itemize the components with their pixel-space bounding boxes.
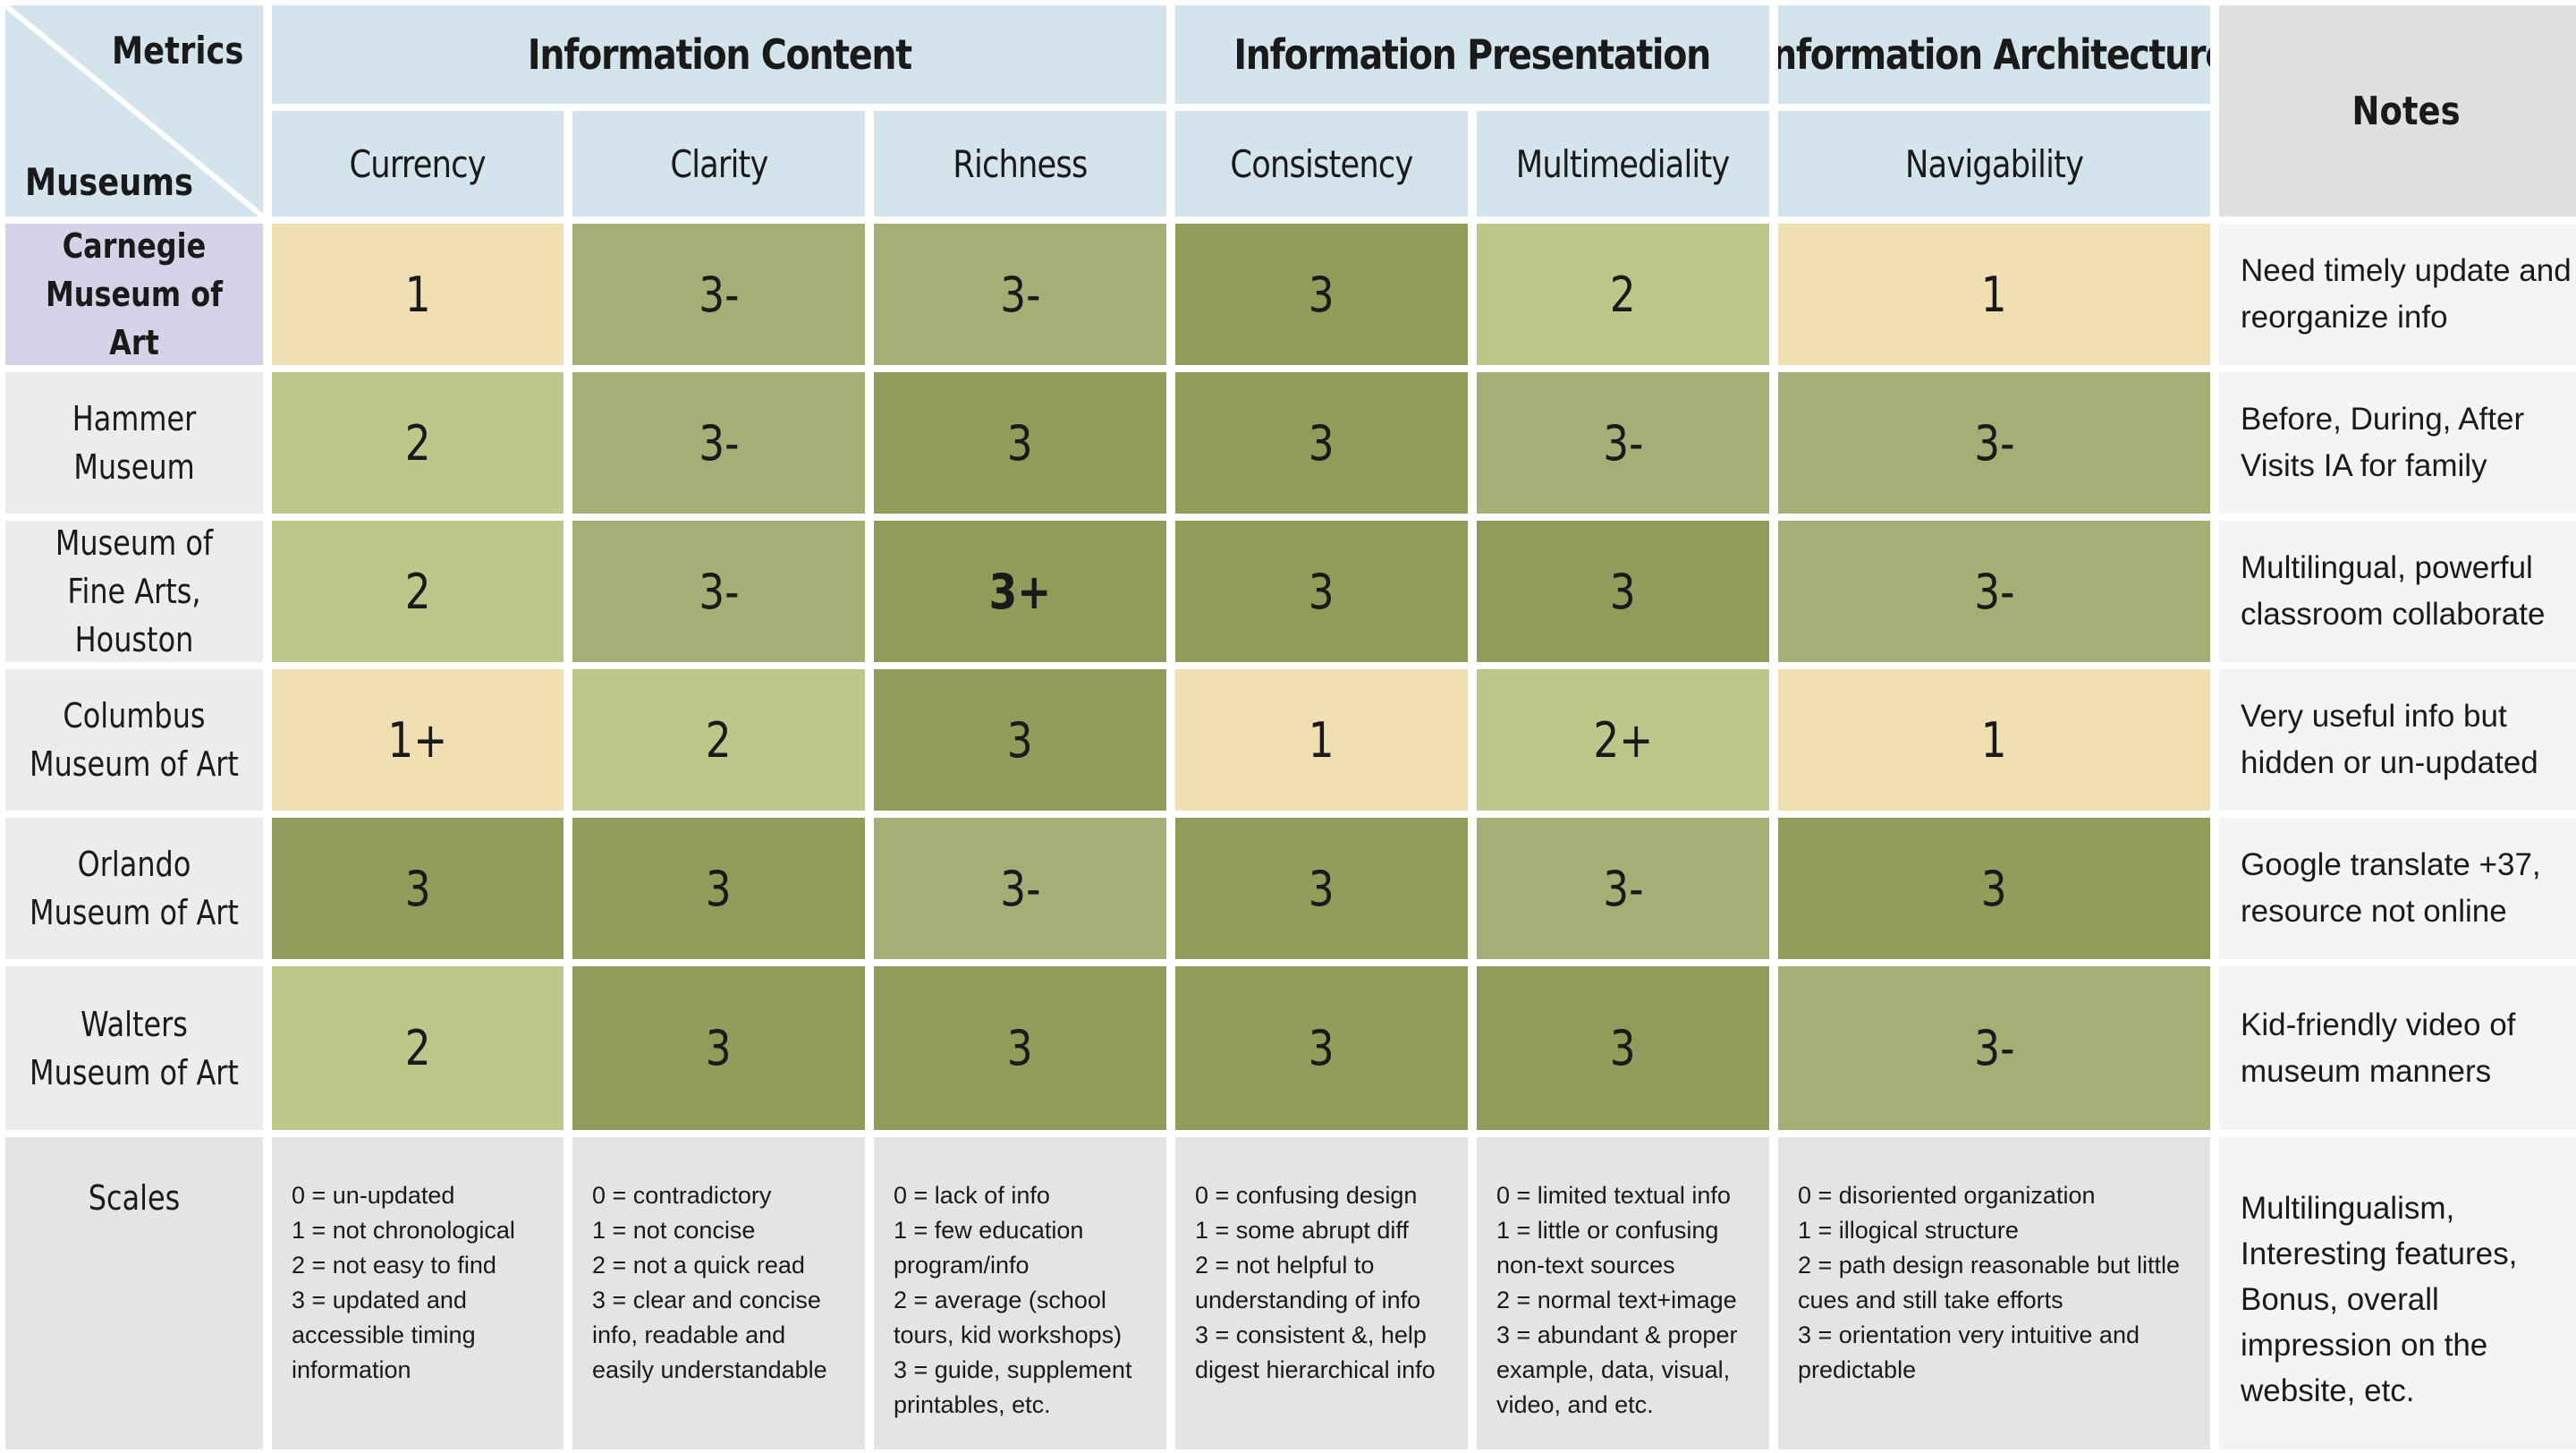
score-cell: 1 — [1778, 669, 2210, 811]
metric-richness: Richness — [874, 111, 1166, 217]
metrics-label: Metrics — [111, 29, 243, 72]
row-note: Need timely update and reorganize info — [2219, 224, 2576, 365]
metric-currency: Currency — [272, 111, 564, 217]
score-cell: 3- — [572, 372, 865, 514]
score-cell: 3- — [874, 224, 1166, 365]
notes-header: Notes — [2219, 5, 2576, 217]
score-cell: 3 — [572, 818, 865, 959]
score-cell: 2 — [1477, 224, 1769, 365]
score-cell: 3 — [1175, 521, 1468, 662]
metric-consistency: Consistency — [1175, 111, 1468, 217]
corner-header: Metrics Museums — [5, 5, 263, 217]
score-cell: 3+ — [874, 521, 1166, 662]
score-cell: 3 — [874, 669, 1166, 811]
score-cell: 3 — [1175, 966, 1468, 1130]
row-note: Very useful info but hidden or un-update… — [2219, 669, 2576, 811]
score-cell: 2 — [272, 372, 564, 514]
museum-name: Carnegie Museum of Art — [5, 224, 263, 365]
score-cell: 3 — [874, 372, 1166, 514]
metric-navigability: Navigability — [1778, 111, 2210, 217]
scale-richness: 0 = lack of info 1 = few education progr… — [874, 1137, 1166, 1449]
row-note: Google translate +37, resource not onlin… — [2219, 818, 2576, 959]
score-cell: 3- — [1778, 521, 2210, 662]
score-cell: 3- — [572, 224, 865, 365]
score-cell: 3 — [874, 966, 1166, 1130]
score-cell: 3 — [1175, 372, 1468, 514]
row-note: Multilingual, powerful classroom collabo… — [2219, 521, 2576, 662]
scale-clarity: 0 = contradictory 1 = not concise 2 = no… — [572, 1137, 865, 1449]
score-cell: 3- — [1778, 372, 2210, 514]
museum-name: Columbus Museum of Art — [5, 669, 263, 811]
museums-label: Museums — [25, 160, 194, 204]
score-cell: 3- — [1477, 372, 1769, 514]
scale-currency: 0 = un-updated 1 = not chronological 2 =… — [272, 1137, 564, 1449]
score-cell: 3- — [874, 818, 1166, 959]
score-cell: 3 — [1477, 966, 1769, 1130]
score-cell: 2 — [272, 521, 564, 662]
metric-multimediality: Multimediality — [1477, 111, 1769, 217]
scale-consistency: 0 = confusing design 1 = some abrupt dif… — [1175, 1137, 1468, 1449]
score-cell: 3 — [1477, 521, 1769, 662]
museum-name: Walters Museum of Art — [5, 966, 263, 1130]
category-information-architecture: Information Architecture — [1778, 5, 2210, 104]
score-cell: 2 — [272, 966, 564, 1130]
score-cell: 1 — [1778, 224, 2210, 365]
museum-name: Museum of Fine Arts, Houston — [5, 521, 263, 662]
score-cell: 3- — [1477, 818, 1769, 959]
row-note: Before, During, After Visits IA for fami… — [2219, 372, 2576, 514]
score-cell: 3- — [1778, 966, 2210, 1130]
score-cell: 3 — [272, 818, 564, 959]
score-cell: 1 — [272, 224, 564, 365]
scale-multimediality: 0 = limited textual info 1 = little or c… — [1477, 1137, 1769, 1449]
scale-navigability: 0 = disoriented organization 1 = illogic… — [1778, 1137, 2210, 1449]
corner-diagonal-line — [5, 5, 263, 217]
museum-name: Orlando Museum of Art — [5, 818, 263, 959]
score-cell: 3 — [1175, 224, 1468, 365]
score-cell: 1+ — [272, 669, 564, 811]
scales-label: Scales — [5, 1137, 263, 1449]
score-cell: 3 — [1778, 818, 2210, 959]
category-information-presentation: Information Presentation — [1175, 5, 1769, 104]
score-cell: 3- — [572, 521, 865, 662]
score-cell: 1 — [1175, 669, 1468, 811]
museum-name: Hammer Museum — [5, 372, 263, 514]
score-cell: 2+ — [1477, 669, 1769, 811]
scales-note: Multilingualism, Interesting features, B… — [2219, 1137, 2576, 1449]
category-information-content: Information Content — [272, 5, 1166, 104]
score-cell: 2 — [572, 669, 865, 811]
score-cell: 3 — [572, 966, 865, 1130]
metric-clarity: Clarity — [572, 111, 865, 217]
score-cell: 3 — [1175, 818, 1468, 959]
row-note: Kid-friendly video of museum manners — [2219, 966, 2576, 1130]
